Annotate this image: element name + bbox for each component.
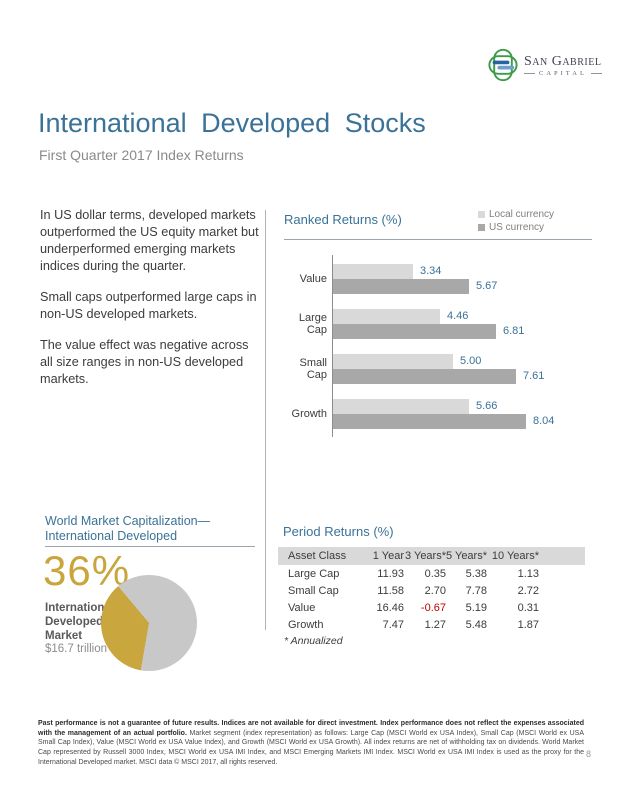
page-subtitle: First Quarter 2017 Index Returns [39,147,244,163]
chart-group-growth: Growth 5.66 8.04 [283,399,592,429]
bar-us-currency [333,369,516,384]
commentary-paragraph: In US dollar terms, developed markets ou… [40,208,259,273]
legend-label: Local currency [489,209,555,220]
column-header-1-year: 1 Year [372,550,404,562]
bar-value-label: 4.46 [447,310,469,322]
bar-value-label: 7.61 [523,370,545,382]
bar-value-label: 5.00 [460,355,482,367]
period-returns-table: Asset Class 1 Year 3 Years* 5 Years* 10 … [278,547,585,633]
bar-value-label: 6.81 [503,325,525,337]
column-divider [265,210,266,630]
value-cell: 0.31 [517,602,539,614]
chart-group-large-cap: Large Cap 4.46 6.81 [283,309,592,339]
ranked-returns-chart: Value 3.34 5.67 Large Cap 4.46 6.81 Small Cap 5… [283,255,592,437]
bar-local-currency [333,264,413,279]
commentary-block: In US dollar terms, developed markets ou… [40,207,262,402]
category-label: Small Cap [299,357,327,381]
world-market-cap-percentage: 36% [43,547,131,594]
category-label: Large Cap [298,312,327,336]
value-cell: 2.70 [424,585,446,597]
ranked-returns-rule [284,239,592,240]
world-market-cap-value: $16.7 trillion [45,643,108,655]
table-row: Growth 7.47 1.27 5.48 1.87 [278,616,585,633]
company-logo: San Gabriel CAPITAL [487,47,602,83]
value-cell: 11.93 [377,568,404,580]
column-header-10-years: 10 Years* [491,550,539,562]
world-market-pie-chart [101,575,197,671]
chart-group-small-cap: Small Cap 5.00 7.61 [283,354,592,384]
value-cell: 1.87 [517,619,539,631]
bar-value-label: 5.66 [476,400,498,412]
commentary-paragraph: The value effect was negative across all… [40,338,249,386]
ranked-returns-title: Ranked Returns (%) [284,212,402,227]
table-header-row: Asset Class 1 Year 3 Years* 5 Years* 10 … [278,547,585,565]
page-number: 8 [586,749,592,759]
bar-value-label: 8.04 [533,415,555,427]
value-cell: 5.38 [465,568,487,580]
value-cell: 5.19 [465,602,487,614]
legend-swatch-local [478,211,485,218]
bar-local-currency [333,354,453,369]
logo-rule-right [590,72,602,74]
san-gabriel-logo-icon [488,48,518,82]
annualized-footnote: * Annualized [284,635,343,647]
asset-class-cell: Value [288,602,316,614]
value-cell: 5.48 [465,619,487,631]
period-returns-title: Period Returns (%) [283,524,394,539]
value-cell: 1.13 [517,568,539,580]
table-row: Large Cap 11.93 0.35 5.38 1.13 [278,565,585,582]
bar-local-currency [333,399,469,414]
legend-swatch-us [478,224,485,231]
value-cell: 7.47 [382,619,404,631]
world-market-cap-rule [45,546,255,547]
value-cell: 1.27 [424,619,446,631]
legend-item-local: Local currency [478,208,554,221]
category-label: Value [299,273,327,285]
column-header-3-years: 3 Years* [405,550,446,562]
world-market-cap-title: World Market Capitalization— Internation… [45,514,211,543]
asset-class-cell: Small Cap [288,585,339,597]
bar-value-label: 5.67 [476,280,498,292]
bar-local-currency [333,309,440,324]
page-title: International Developed Stocks [38,108,426,138]
table-row: Value 16.46 -0.67 5.19 0.31 [278,599,585,616]
value-cell: -0.67 [420,602,446,614]
value-cell: 11.58 [377,585,404,597]
asset-class-cell: Large Cap [288,568,340,580]
value-cell: 7.78 [465,585,487,597]
asset-class-cell: Growth [288,619,324,631]
logo-tagline: CAPITAL [539,69,587,77]
column-header-5-years: 5 Years* [446,550,487,562]
column-header-asset-class: Asset Class [288,550,347,562]
value-cell: 0.35 [424,568,446,580]
commentary-paragraph: Small caps outperformed large caps in no… [40,290,257,321]
chart-group-value: Value 3.34 5.67 [283,264,592,294]
value-cell: 16.46 [376,602,404,614]
logo-rule-left [524,72,535,74]
bar-us-currency [333,324,496,339]
legend-label: US currency [489,222,545,233]
bar-us-currency [333,279,469,294]
logo-company-name: San Gabriel [524,53,602,69]
category-label: Growth [291,408,327,420]
value-cell: 2.72 [517,585,539,597]
disclaimer-text: Past performance is not a guarantee of f… [38,720,584,766]
chart-axis-line [332,255,333,437]
table-row: Small Cap 11.58 2.70 7.78 2.72 [278,582,585,599]
bar-us-currency [333,414,526,429]
bar-value-label: 3.34 [420,265,442,277]
chart-legend: Local currency US currency [478,208,554,234]
world-market-cap-label: International Developed Market [45,602,115,642]
legend-item-us: US currency [478,221,554,234]
